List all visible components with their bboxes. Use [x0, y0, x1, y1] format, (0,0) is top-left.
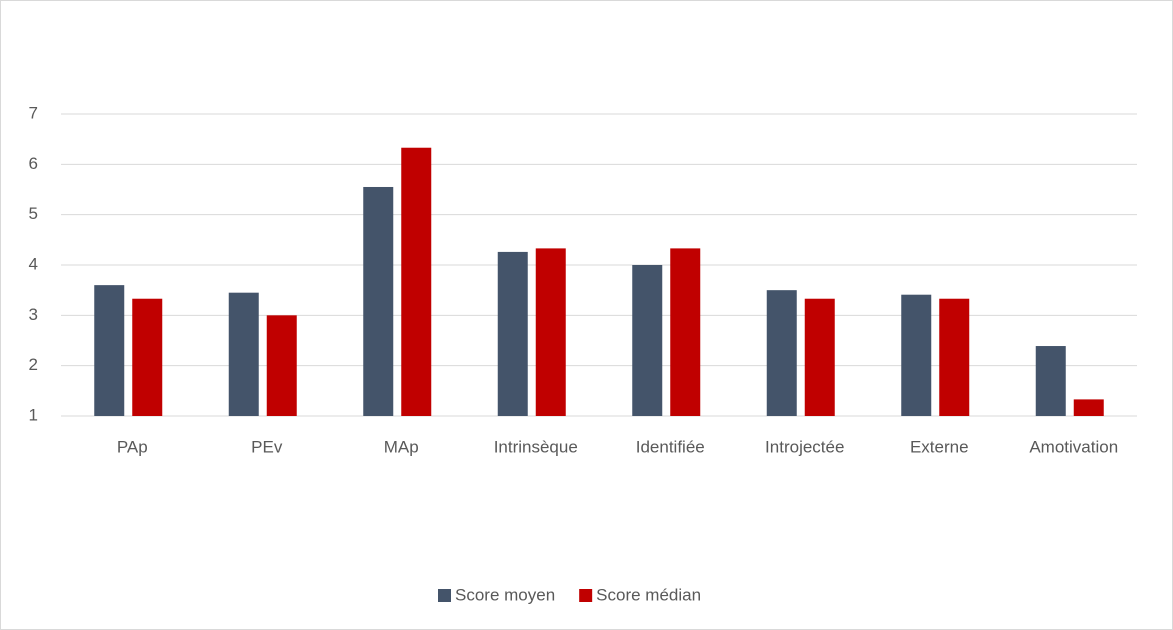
- bar: [1073, 399, 1104, 416]
- x-tick-label: Intrinsèque: [494, 437, 578, 456]
- y-tick-label: 3: [29, 305, 38, 324]
- y-tick-label: 4: [29, 254, 38, 273]
- y-tick-label: 7: [29, 103, 38, 122]
- x-tick-label: Identifiée: [636, 437, 705, 456]
- bar: [94, 285, 125, 416]
- bar: [497, 251, 528, 416]
- legend-label: Score médian: [596, 585, 701, 604]
- bar: [766, 290, 797, 416]
- x-tick-label: Introjectée: [765, 437, 844, 456]
- bar: [266, 315, 297, 416]
- legend-swatch: [438, 589, 451, 602]
- legend-swatch: [579, 589, 593, 602]
- bar: [132, 298, 163, 416]
- bar: [804, 298, 835, 416]
- bar: [632, 265, 663, 416]
- x-tick-label: MAp: [384, 437, 419, 456]
- y-tick-label: 1: [29, 405, 38, 424]
- y-tick-label: 6: [29, 154, 38, 173]
- x-tick-label: Externe: [910, 437, 969, 456]
- x-tick-label: PAp: [117, 437, 148, 456]
- legend-label: Score moyen: [455, 585, 555, 604]
- bar: [901, 294, 932, 416]
- y-tick-label: 5: [29, 204, 38, 223]
- bar: [401, 147, 432, 416]
- x-tick-label: PEv: [251, 437, 283, 456]
- bar: [363, 186, 394, 416]
- bar: [670, 248, 701, 416]
- bar: [1035, 346, 1066, 416]
- x-tick-label: Amotivation: [1029, 437, 1118, 456]
- bar: [939, 298, 970, 416]
- bar: [535, 248, 566, 416]
- y-tick-label: 2: [29, 355, 38, 374]
- bar: [228, 292, 259, 416]
